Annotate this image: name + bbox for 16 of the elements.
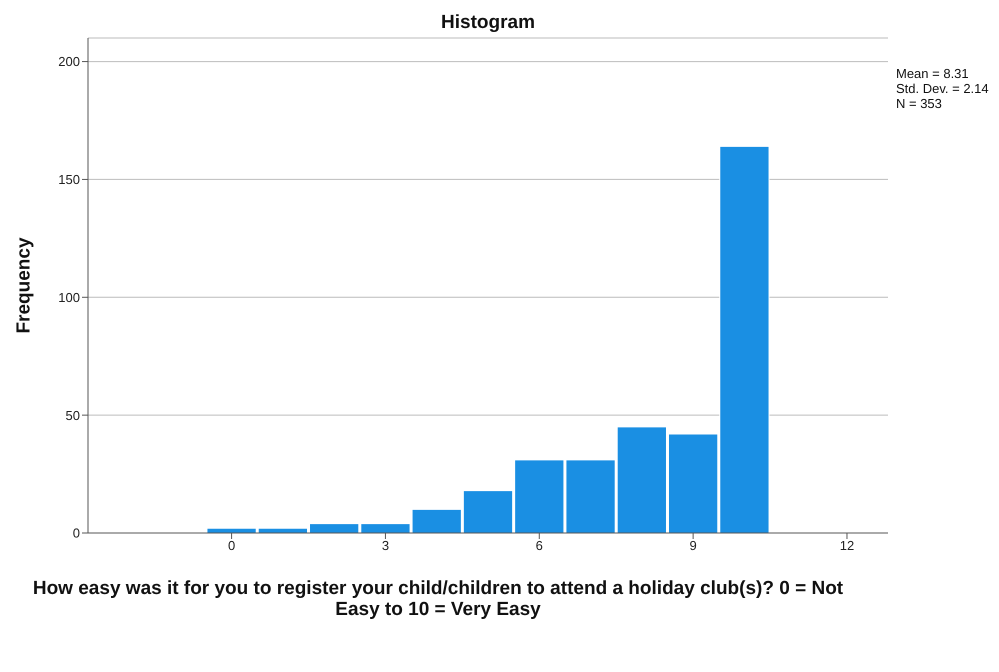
text: N = 353 <box>896 96 943 111</box>
text: Std. Dev. = 2.14 <box>896 81 989 96</box>
y-tick-label: 50 <box>66 408 80 423</box>
chart-title: Histogram <box>440 12 536 34</box>
text: Mean = 8.31 <box>896 66 970 81</box>
x-tick-label: 6 <box>536 538 543 554</box>
y-tick-label: 200 <box>58 54 80 70</box>
y-tick-label: 100 <box>58 290 80 305</box>
x-tick-label: 3 <box>382 538 390 554</box>
x-axis-title: How easy was it for you to register your child/children to attend a holiday club(s)? 0 = Not Easy to 10 = Very Easy <box>32 578 844 620</box>
x-tick-label: 0 <box>228 538 236 554</box>
x-tick-label: 12 <box>840 538 854 554</box>
y-tick-label: 0 <box>72 526 80 541</box>
y-tick-label: 150 <box>58 172 80 188</box>
x-tick-label: 9 <box>690 538 697 554</box>
y-axis-title: Frequency <box>14 237 35 334</box>
